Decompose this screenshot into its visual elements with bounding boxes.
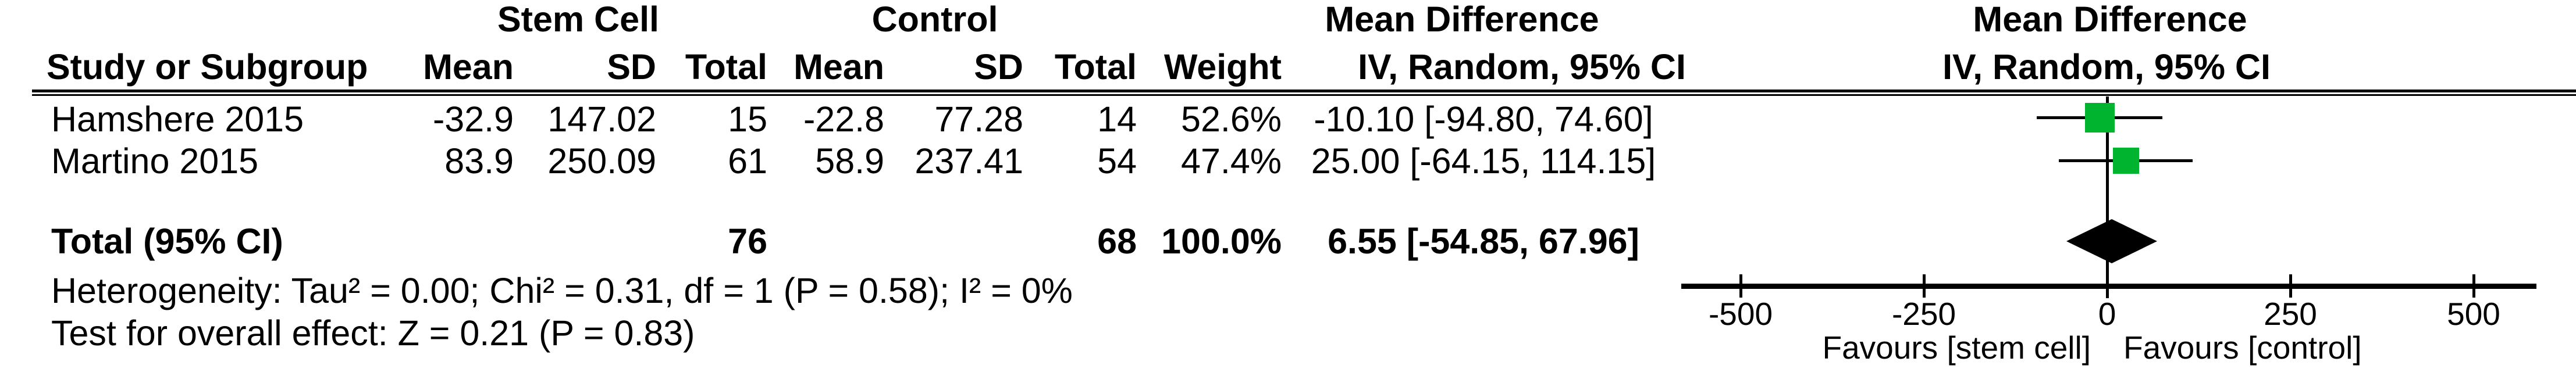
cell-mean-stem: -32.9 [432,99,514,139]
group-header-control: Control [871,0,998,39]
x-axis-tick [2289,274,2292,298]
total-diamond [2066,219,2157,263]
x-tick-label: -500 [1708,296,1773,332]
col-header-total-stem: Total [685,47,767,87]
total-effect-ci: 6.55 [-54.85, 67.96] [1328,221,1639,261]
x-axis-tick [1739,274,1742,298]
cell-total-stem: 61 [728,141,767,181]
x-axis-tick [1923,274,1926,298]
study-name: Hamshere 2015 [51,99,304,139]
col-header-ci: IV, Random, 95% CI [1358,47,1686,87]
total-weight: 100.0% [1161,221,1282,261]
study-name: Martino 2015 [51,141,259,181]
cell-sd-control: 77.28 [934,99,1023,139]
header-divider-thin [32,94,2576,96]
group-header-mean-difference-plot: Mean Difference [1973,0,2247,39]
effect-marker-hamshere [2085,103,2115,133]
col-header-mean-stem: Mean [423,47,514,87]
col-header-study: Study or Subgroup [47,47,368,87]
x-tick-label: 0 [2098,296,2116,332]
total-n-stem: 76 [728,221,767,261]
cell-weight: 47.4% [1181,141,1282,181]
zero-effect-line [2106,96,2109,298]
cell-effect-ci: -10.10 [-94.80, 74.60] [1314,99,1653,139]
cell-mean-control: 58.9 [815,141,884,181]
col-header-total-control: Total [1054,47,1137,87]
header-divider-thick [32,90,2576,92]
x-tick-label: 250 [2264,296,2317,332]
x-tick-label: -250 [1891,296,1956,332]
cell-total-stem: 15 [728,99,767,139]
cell-mean-control: -22.8 [803,99,884,139]
total-n-control: 68 [1097,221,1137,261]
effect-marker-martino [2113,148,2139,174]
overall-effect-test: Test for overall effect: Z = 0.21 (P = 0… [51,313,695,353]
group-header-stem-cell: Stem Cell [497,0,659,39]
favours-right-label: Favours [control] [2123,330,2362,366]
cell-effect-ci: 25.00 [-64.15, 114.15] [1311,141,1656,181]
cell-total-control: 54 [1097,141,1137,181]
cell-total-control: 14 [1097,99,1137,139]
group-header-mean-difference: Mean Difference [1325,0,1599,39]
heterogeneity-stats: Heterogeneity: Tau² = 0.00; Chi² = 0.31,… [51,271,1073,310]
x-tick-label: 500 [2447,296,2500,332]
x-axis-line [1681,284,2536,289]
col-header-ci-plot: IV, Random, 95% CI [1942,47,2271,87]
cell-sd-stem: 147.02 [547,99,656,139]
cell-sd-stem: 250.09 [547,141,656,181]
col-header-sd-control: SD [974,47,1023,87]
col-header-sd-stem: SD [607,47,656,87]
total-label: Total (95% CI) [51,221,283,261]
cell-sd-control: 237.41 [915,141,1023,181]
cell-mean-stem: 83.9 [444,141,514,181]
col-header-mean-control: Mean [794,47,884,87]
col-header-weight: Weight [1164,47,1282,87]
cell-weight: 52.6% [1181,99,1282,139]
x-axis-tick [2472,274,2475,298]
x-axis-tick [2106,274,2109,298]
favours-left-label: Favours [stem cell] [1822,330,2091,366]
